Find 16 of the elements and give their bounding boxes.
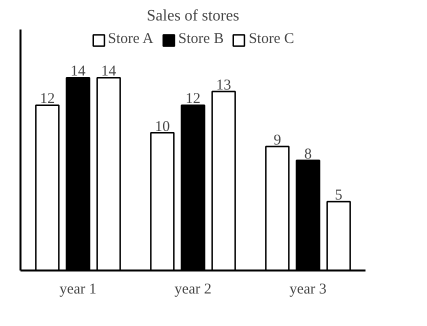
x-tick-label: year 2 — [174, 282, 212, 298]
data-label: 12 — [40, 91, 55, 108]
legend-label: Store B — [178, 31, 224, 48]
data-label: 9 — [274, 132, 282, 149]
data-label: 14 — [70, 64, 86, 80]
data-label: 10 — [154, 118, 170, 135]
legend-label: Store A — [108, 31, 154, 48]
chart-title: Sales of stores — [146, 8, 240, 24]
data-label: 13 — [216, 77, 232, 94]
data-label: 8 — [304, 146, 312, 162]
x-tick-label: year 1 — [59, 282, 97, 298]
x-tick-label: year 3 — [289, 282, 327, 298]
legend-label: Store C — [248, 31, 294, 48]
data-label: 12 — [186, 91, 200, 108]
data-label: 14 — [101, 64, 117, 80]
data-label: 5 — [334, 188, 342, 204]
